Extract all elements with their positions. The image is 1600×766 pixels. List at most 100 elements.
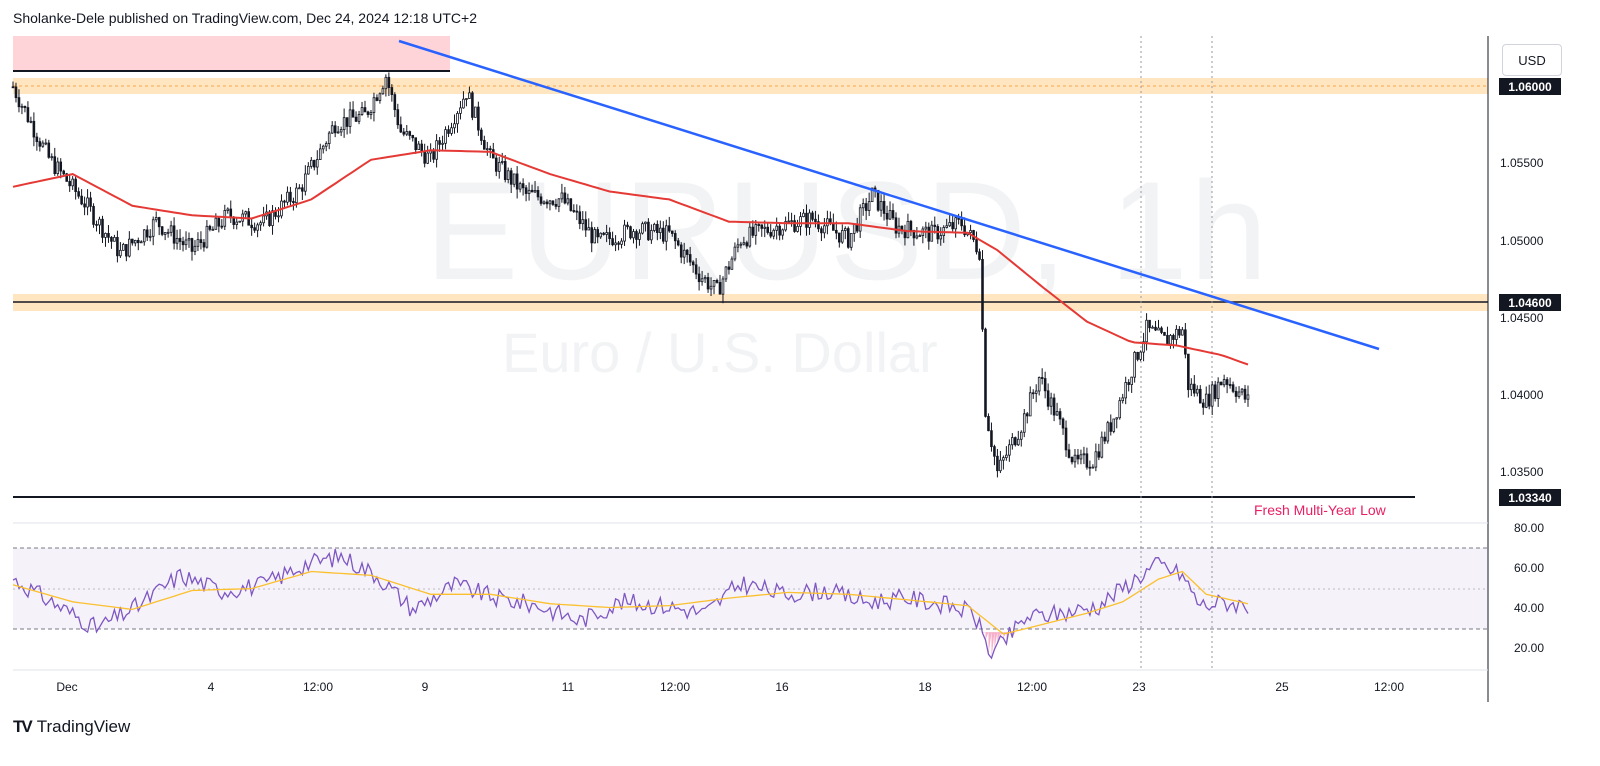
- resistance-zone-1-06: [13, 78, 1488, 94]
- candle-body: [1234, 390, 1238, 397]
- candle-body: [208, 225, 212, 230]
- candle-body: [647, 221, 650, 241]
- tradingview-footer[interactable]: TV TradingView: [13, 717, 130, 737]
- candle-body: [223, 210, 227, 227]
- candle-body: [339, 129, 343, 133]
- candle-body: [217, 217, 221, 227]
- candle-body: [1049, 397, 1053, 407]
- candle-body: [134, 240, 137, 244]
- candle-body: [1151, 326, 1154, 329]
- candle-body: [1011, 437, 1014, 446]
- candle-body: [17, 97, 21, 108]
- candle-body: [1130, 376, 1133, 385]
- candle-body: [787, 220, 790, 223]
- candle-body: [286, 191, 289, 203]
- candle-body: [736, 244, 740, 248]
- candle-body: [256, 224, 259, 231]
- candle-body: [441, 142, 444, 145]
- candle-body: [602, 232, 605, 235]
- candle-body: [1169, 335, 1172, 345]
- candle-body: [1145, 319, 1148, 343]
- candle-body: [205, 225, 209, 248]
- candle-body: [301, 187, 304, 192]
- candle-body: [80, 195, 83, 205]
- candle-body: [360, 107, 364, 115]
- candle-body: [157, 217, 161, 228]
- candle-body: [563, 192, 567, 204]
- candle-body: [703, 277, 707, 280]
- candle-body: [670, 230, 674, 234]
- candle-body: [131, 238, 134, 244]
- candle-body: [918, 235, 922, 238]
- candle-body: [151, 219, 155, 237]
- candle-body: [310, 159, 313, 167]
- candle-body: [107, 232, 110, 238]
- candle-body: [1237, 391, 1241, 397]
- candle-body: [641, 223, 644, 234]
- candle-body: [596, 229, 599, 238]
- candle-body: [396, 109, 400, 126]
- candle-body: [533, 190, 537, 193]
- candle-body: [939, 235, 943, 240]
- candle-body: [259, 222, 262, 226]
- candle-body: [512, 173, 516, 185]
- candle-body: [1127, 382, 1130, 385]
- candle-body: [1019, 431, 1023, 440]
- candle-body: [927, 226, 931, 242]
- candle-body: [539, 196, 543, 204]
- candle-body: [1175, 328, 1178, 340]
- candle-body: [1112, 418, 1116, 432]
- candle-body: [1142, 341, 1145, 353]
- candle-body: [808, 212, 811, 228]
- candle-body: [667, 225, 671, 232]
- candle-body: [700, 278, 704, 283]
- candle-body: [557, 198, 561, 207]
- candle-body: [578, 211, 582, 225]
- candle-body: [509, 170, 513, 185]
- candle-body: [41, 142, 45, 147]
- candle-body: [432, 150, 435, 160]
- candle-body: [843, 228, 847, 231]
- candle-body: [101, 218, 104, 238]
- candle-body: [1097, 451, 1101, 458]
- candle-body: [214, 217, 218, 230]
- candle-body: [1136, 351, 1139, 360]
- candle-body: [172, 225, 176, 244]
- candle-body: [1231, 384, 1235, 392]
- candle-body: [1040, 377, 1044, 379]
- candle-body: [1079, 454, 1083, 460]
- candle-body: [1207, 393, 1211, 407]
- candle-body: [420, 143, 423, 152]
- candle-body: [417, 143, 420, 151]
- descending-trendline[interactable]: [398, 39, 1380, 351]
- currency-selector[interactable]: USD: [1502, 44, 1562, 76]
- candle-body: [1210, 384, 1214, 407]
- candle-body: [414, 137, 418, 151]
- candle-body: [26, 107, 30, 122]
- y-tick-label: 1.04500: [1500, 311, 1544, 325]
- candle-body: [521, 183, 525, 189]
- candle-body: [1216, 381, 1220, 399]
- candle-body: [1055, 411, 1059, 416]
- candle-body: [500, 161, 504, 163]
- candle-body: [1008, 444, 1011, 456]
- candle-body: [709, 285, 713, 290]
- candle-body: [423, 150, 426, 164]
- candle-body: [554, 204, 558, 207]
- candle-body: [244, 211, 247, 215]
- candle-body: [715, 279, 719, 283]
- candle-body: [545, 201, 549, 205]
- candle-body: [342, 117, 346, 130]
- candle-body: [1201, 402, 1205, 408]
- candle-body: [635, 231, 638, 240]
- candle-body: [963, 225, 966, 236]
- candle-body: [999, 459, 1002, 472]
- candle-body: [617, 242, 620, 245]
- candle-body: [1061, 418, 1065, 429]
- x-tick-label: 4: [207, 680, 215, 694]
- candle-body: [29, 120, 33, 123]
- candle-body: [1094, 451, 1098, 468]
- candle-body: [56, 161, 60, 175]
- candle-body: [14, 86, 18, 99]
